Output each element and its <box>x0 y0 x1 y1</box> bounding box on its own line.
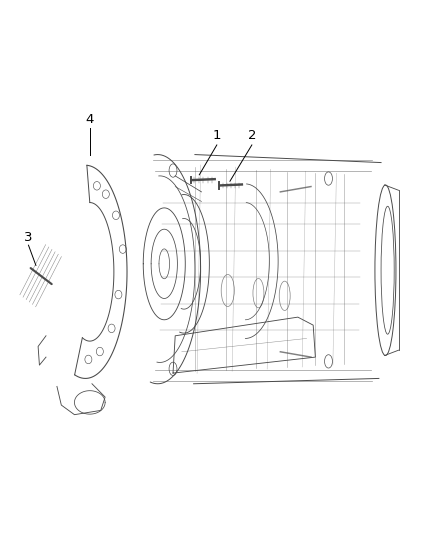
Text: 1: 1 <box>212 130 221 142</box>
Text: 3: 3 <box>24 231 33 244</box>
Text: 4: 4 <box>85 114 94 126</box>
Text: 2: 2 <box>247 130 256 142</box>
